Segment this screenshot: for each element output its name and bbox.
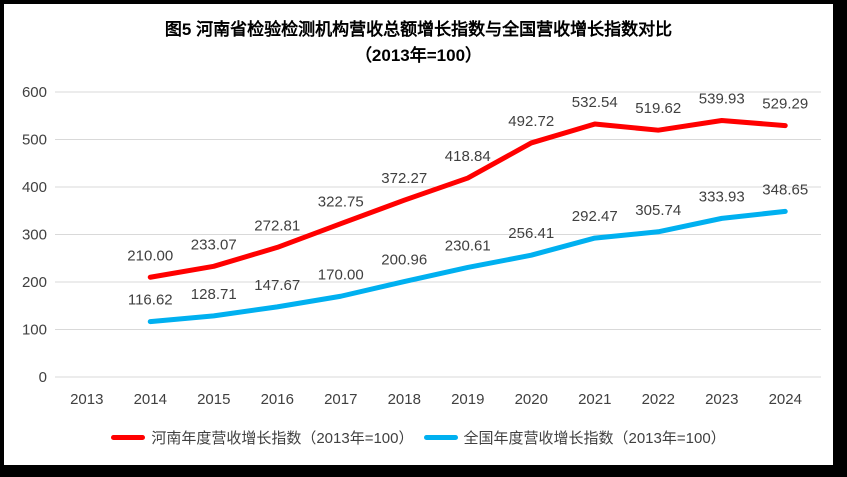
x-axis-tick-label: 2020 [515, 391, 548, 408]
x-axis-tick-label: 2014 [134, 391, 167, 408]
line-chart-plot: 0 100 200 300 400 500 600 2013 2014 2015 2016 2017 2… [22, 84, 821, 408]
data-label: 372.27 [381, 170, 427, 187]
x-axis-tick-label: 2023 [705, 391, 738, 408]
data-label: 519.62 [635, 100, 681, 117]
data-label: 116.62 [128, 292, 173, 309]
y-axis-tick-label: 200 [22, 274, 47, 291]
data-label: 305.74 [635, 202, 681, 219]
x-axis-tick-label: 2019 [451, 391, 484, 408]
chart-title-line2: （2013年=100） [354, 46, 483, 65]
x-axis-tick-label: 2017 [324, 391, 357, 408]
legend-item-henan: 河南年度营收增长指数（2013年=100） [111, 427, 414, 448]
data-label: 292.47 [572, 208, 618, 225]
data-label: 418.84 [445, 148, 491, 165]
chart-title-line1: 图5 河南省检验检测机构营收总额增长指数与全国营收增长指数对比 [164, 20, 673, 39]
data-label: 147.67 [254, 277, 300, 294]
y-axis-tick-label: 600 [22, 84, 47, 101]
data-label: 348.65 [762, 181, 808, 198]
chart-title: 图5 河南省检验检测机构营收总额增长指数与全国营收增长指数对比 （2013年=1… [4, 17, 833, 69]
x-axis-tick-label: 2015 [197, 391, 230, 408]
data-label: 539.93 [699, 91, 745, 108]
y-axis-tick-label: 400 [22, 179, 47, 196]
data-label: 170.00 [318, 266, 364, 283]
data-label: 322.75 [318, 194, 364, 211]
data-label: 492.72 [508, 113, 554, 130]
series-line-1 [147, 208, 788, 325]
x-axis-tick-label: 2022 [642, 391, 675, 408]
data-label: 210.00 [127, 247, 173, 264]
data-label: 230.61 [445, 237, 491, 254]
x-axis-tick-label: 2018 [388, 391, 421, 408]
data-label: 532.54 [572, 94, 618, 111]
legend-item-national: 全国年度营收增长指数（2013年=100） [423, 427, 726, 448]
data-label: 200.96 [381, 252, 427, 269]
chart-canvas: 图5 河南省检验检测机构营收总额增长指数与全国营收增长指数对比 （2013年=1… [4, 4, 833, 465]
y-axis-tick-label: 500 [22, 132, 47, 149]
data-label: 272.81 [254, 217, 300, 234]
data-label: 233.07 [191, 236, 237, 253]
x-axis-tick-label: 2024 [769, 391, 802, 408]
x-axis-tick-label: 2016 [261, 391, 294, 408]
x-axis-tick-label: 2021 [578, 391, 611, 408]
data-label: 128.71 [191, 286, 237, 303]
national-series-line-swatch [423, 435, 458, 440]
legend-label-henan: 河南年度营收增长指数（2013年=100） [151, 430, 414, 447]
data-label: 333.93 [699, 188, 745, 205]
series-line-0 [147, 118, 788, 280]
henan-series-line-swatch [111, 435, 146, 440]
x-axis-tick-label: 2013 [70, 391, 103, 408]
data-label: 529.29 [762, 96, 808, 113]
legend: 河南年度营收增长指数（2013年=100） 全国年度营收增长指数（2013年=1… [4, 427, 833, 448]
y-axis-tick-label: 300 [22, 227, 47, 244]
data-label: 256.41 [508, 225, 554, 242]
legend-label-national: 全国年度营收增长指数（2013年=100） [463, 430, 726, 447]
y-axis-tick-label: 0 [39, 369, 47, 386]
y-axis-tick-label: 100 [22, 322, 47, 339]
